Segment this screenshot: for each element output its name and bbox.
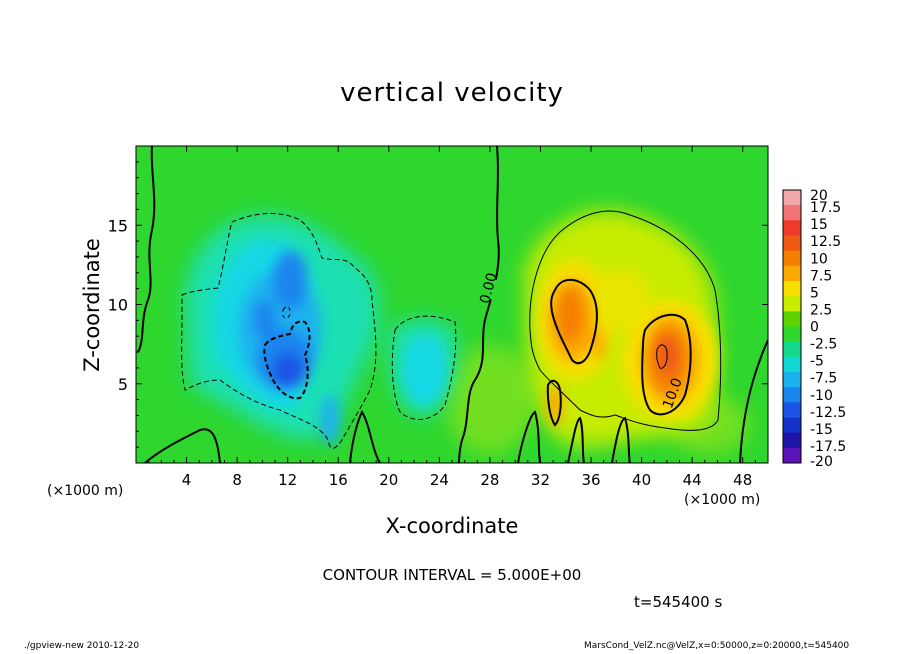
colorbar-label: 12.5 [810, 234, 841, 250]
colorbar-label: -20 [810, 454, 833, 470]
contour-lines [137, 146, 768, 463]
colorbar-swatch [783, 432, 801, 449]
colorbar-label: 0 [810, 320, 819, 336]
colorbar-label: 7.5 [810, 268, 832, 284]
colorbar-label: -12.5 [810, 405, 846, 421]
colorbar-swatch [783, 341, 801, 358]
footer-right-text: MarsCond_VelZ.nc@VelZ,x=0:50000,z=0:2000… [584, 641, 850, 651]
x-tick-label: 8 [232, 471, 242, 489]
velocity-field [136, 146, 768, 463]
colorbar-swatch [783, 205, 801, 221]
colorbar-swatch [783, 281, 801, 297]
colorbar-label: 5 [810, 285, 819, 301]
zero-contour-left [137, 146, 156, 353]
colorbar-frame [782, 189, 802, 464]
x-tick-label: 32 [531, 471, 550, 489]
colorbar-swatch [783, 372, 801, 388]
colorbar-label: -15 [810, 422, 833, 438]
colorbar-label: -10 [810, 388, 833, 404]
x-tick-label: 48 [733, 471, 752, 489]
x-axis-label: X-coordinate [385, 514, 519, 538]
colorbar-swatch [783, 311, 801, 327]
colorbar-label: 2.5 [810, 302, 832, 318]
y-axis: 5 10 15 [108, 161, 768, 448]
chart-title: vertical velocity [340, 78, 564, 108]
colorbar-swatch [783, 417, 801, 434]
colorbar-label: -2.5 [810, 337, 837, 353]
contour-interval-text: CONTOUR INTERVAL = 5.000E+00 [322, 566, 582, 584]
colorbar-label: 20 [810, 188, 828, 204]
x-tick-label: 20 [379, 471, 398, 489]
x-tick-label: 12 [278, 471, 297, 489]
colorbar-label: 15 [810, 217, 828, 233]
colorbar-swatch [783, 402, 801, 418]
x-tick-label: 36 [581, 471, 600, 489]
footer-left-text: ./gpview-new 2010-12-20 [24, 641, 140, 651]
contour-minus-5 [181, 212, 377, 449]
x-tick-label: 16 [329, 471, 348, 489]
x-unit-label-right: (×1000 m) [684, 492, 761, 508]
zero-contour-bottom [144, 428, 221, 463]
colorbar-label: -7.5 [810, 371, 837, 387]
x-tick-label: 44 [683, 471, 702, 489]
y-tick-label: 5 [118, 375, 128, 394]
colorbar-label: 17.5 [810, 200, 841, 216]
contour-10-right [641, 313, 692, 416]
x-tick-label: 28 [480, 471, 499, 489]
colorbar-label: -17.5 [810, 439, 846, 455]
colorbar-swatch [783, 326, 801, 343]
colorbar-swatch [783, 447, 801, 464]
zero-contour-middle [457, 146, 500, 463]
colorbar-label: -5 [810, 354, 824, 370]
colorbar-swatch [783, 235, 801, 252]
contour-10-left [550, 278, 598, 365]
y-tick-label: 15 [108, 216, 128, 235]
contour-minus-10 [263, 320, 311, 400]
colorbar-swatch [783, 387, 801, 403]
x-tick-label: 24 [430, 471, 449, 489]
x-tick-label: 4 [182, 471, 192, 489]
x-unit-label-left: (×1000 m) [47, 483, 124, 499]
colorbar-swatch [783, 220, 801, 236]
contour-5 [529, 210, 722, 431]
x-axis: 4 8 12 16 20 24 28 32 36 40 44 48 [148, 146, 756, 489]
colorbar-swatch [783, 265, 801, 282]
y-axis-label: Z-coordinate [80, 238, 104, 372]
colorbar-label: 10 [810, 251, 828, 267]
colorbar-swatch [783, 250, 801, 267]
y-tick-label: 10 [108, 296, 128, 315]
time-stamp: t=545400 s [634, 593, 723, 611]
colorbar-swatch [783, 190, 801, 206]
x-tick-label: 40 [632, 471, 651, 489]
colorbar-swatch [783, 356, 801, 373]
contour-label-zero: 0.00 [477, 271, 501, 305]
colorbar-swatch [783, 296, 801, 312]
